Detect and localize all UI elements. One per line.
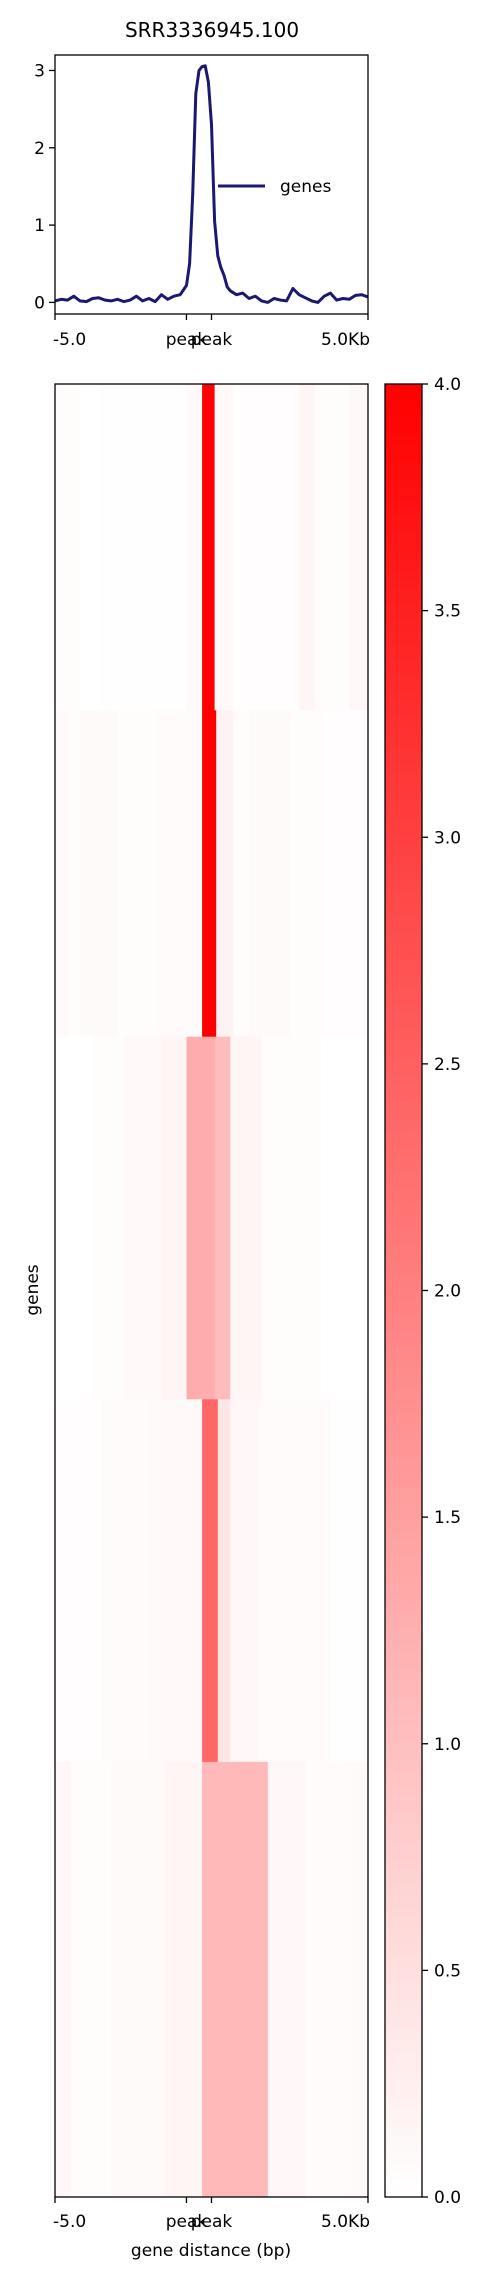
colorbar-ticks: 0.0 0.5 1.0 1.5 2.0 2.5 3.0 3.5 4.0	[422, 375, 461, 2208]
heatmap-cell	[117, 710, 156, 1037]
heatmap-cell	[349, 384, 369, 711]
heatmap-cell	[80, 384, 100, 711]
colorbar-tick-label: 1.0	[434, 1735, 461, 1755]
heatmap-cell	[230, 1036, 262, 1400]
heatmap-cell	[261, 1036, 322, 1400]
legend: genes	[218, 177, 331, 197]
y-tick-label: 3	[34, 61, 45, 81]
heatmap-cell	[299, 384, 316, 711]
heatmap-cell	[55, 384, 81, 711]
heatmap-cell	[324, 710, 369, 1037]
legend-label-genes: genes	[280, 177, 331, 197]
heatmap-cell	[202, 710, 217, 1037]
heatmap-cell	[155, 710, 203, 1037]
series-line-genes	[54, 64, 369, 304]
heatmap-cell	[267, 1761, 306, 2198]
colorbar-tick-label: 4.0	[434, 375, 461, 395]
heatmap-cell	[164, 1761, 203, 2198]
heatmap-cell	[214, 384, 234, 711]
heatmap-cell	[111, 1761, 165, 2198]
heatmap-cell	[98, 384, 187, 711]
heatmap-cell	[148, 1399, 203, 1763]
heatmap-cell	[230, 1399, 259, 1763]
heatmap-cell	[258, 1399, 331, 1763]
heatmap-cell	[217, 1399, 231, 1763]
heatmap-cell	[233, 384, 300, 711]
x-tick-label: peak	[191, 2212, 233, 2232]
heatmap-cell	[55, 1036, 93, 1400]
colorbar-gradient	[384, 383, 423, 2198]
heatmap-cells	[55, 384, 369, 2198]
colorbar-tick-label: 2.0	[434, 1282, 461, 1302]
heatmap-cell	[289, 710, 325, 1037]
y-tick-label: 2	[34, 139, 45, 159]
heatmap-cell	[330, 1399, 369, 1763]
heatmap-cell	[233, 710, 250, 1037]
heatmap-cell	[67, 710, 81, 1037]
heatmap-cell	[216, 710, 234, 1037]
heatmap-cell	[80, 710, 118, 1037]
heatmap-cell	[249, 710, 291, 1037]
heatmap-cell	[202, 1399, 219, 1763]
x-tick-label: peak	[166, 330, 208, 350]
heatmap-cell	[186, 384, 203, 711]
heatmap-cell	[202, 384, 215, 711]
heatmap-cell	[101, 1399, 150, 1763]
heatmap-cell	[321, 1036, 369, 1400]
colorbar-tick-label: 0.0	[434, 2188, 461, 2208]
x-tick-label: -5.0	[53, 330, 86, 350]
heatmap-y-axis-label: genes	[23, 1264, 43, 1315]
heatmap-cell	[55, 1761, 72, 2198]
heatmap-cell	[346, 1761, 369, 2198]
heatmap-cell	[305, 1761, 347, 2198]
colorbar-tick-label: 1.5	[434, 1508, 461, 1528]
heatmap-cell	[202, 1761, 269, 2198]
x-tick-label: peak	[191, 330, 233, 350]
heatmap-cell	[55, 1399, 103, 1763]
heatmap-cell	[314, 384, 350, 711]
heatmap-x-axis-label: gene distance (bp)	[131, 2241, 291, 2261]
profile-y-ticks: 0 1 2 3	[34, 61, 55, 313]
colorbar-tick-label: 2.5	[434, 1055, 461, 1075]
colorbar-tick-label: 3.5	[434, 602, 461, 622]
heatmap-cell	[123, 1036, 162, 1400]
heatmap-cell	[214, 1036, 231, 1400]
x-tick-label: 5.0Kb	[321, 330, 370, 350]
y-tick-label: 0	[34, 293, 45, 313]
colorbar: 0.0 0.5 1.0 1.5 2.0 2.5 3.0 3.5 4.0	[384, 375, 461, 2208]
chart-title: SRR3336945.100	[125, 18, 299, 42]
heatmap-cell	[186, 1036, 216, 1400]
profile-lines	[54, 64, 369, 304]
x-tick-label: -5.0	[53, 2212, 86, 2232]
y-tick-label: 1	[34, 216, 45, 236]
heatmap-cell	[161, 1036, 187, 1400]
colorbar-tick-label: 0.5	[434, 1961, 461, 1981]
x-tick-label: peak	[166, 2212, 208, 2232]
heatmap-cell	[55, 710, 68, 1037]
heatmap-cell	[92, 1036, 125, 1400]
heatmap-cell	[70, 1761, 112, 2198]
colorbar-tick-label: 3.0	[434, 828, 461, 848]
x-tick-label: 5.0Kb	[321, 2212, 370, 2232]
